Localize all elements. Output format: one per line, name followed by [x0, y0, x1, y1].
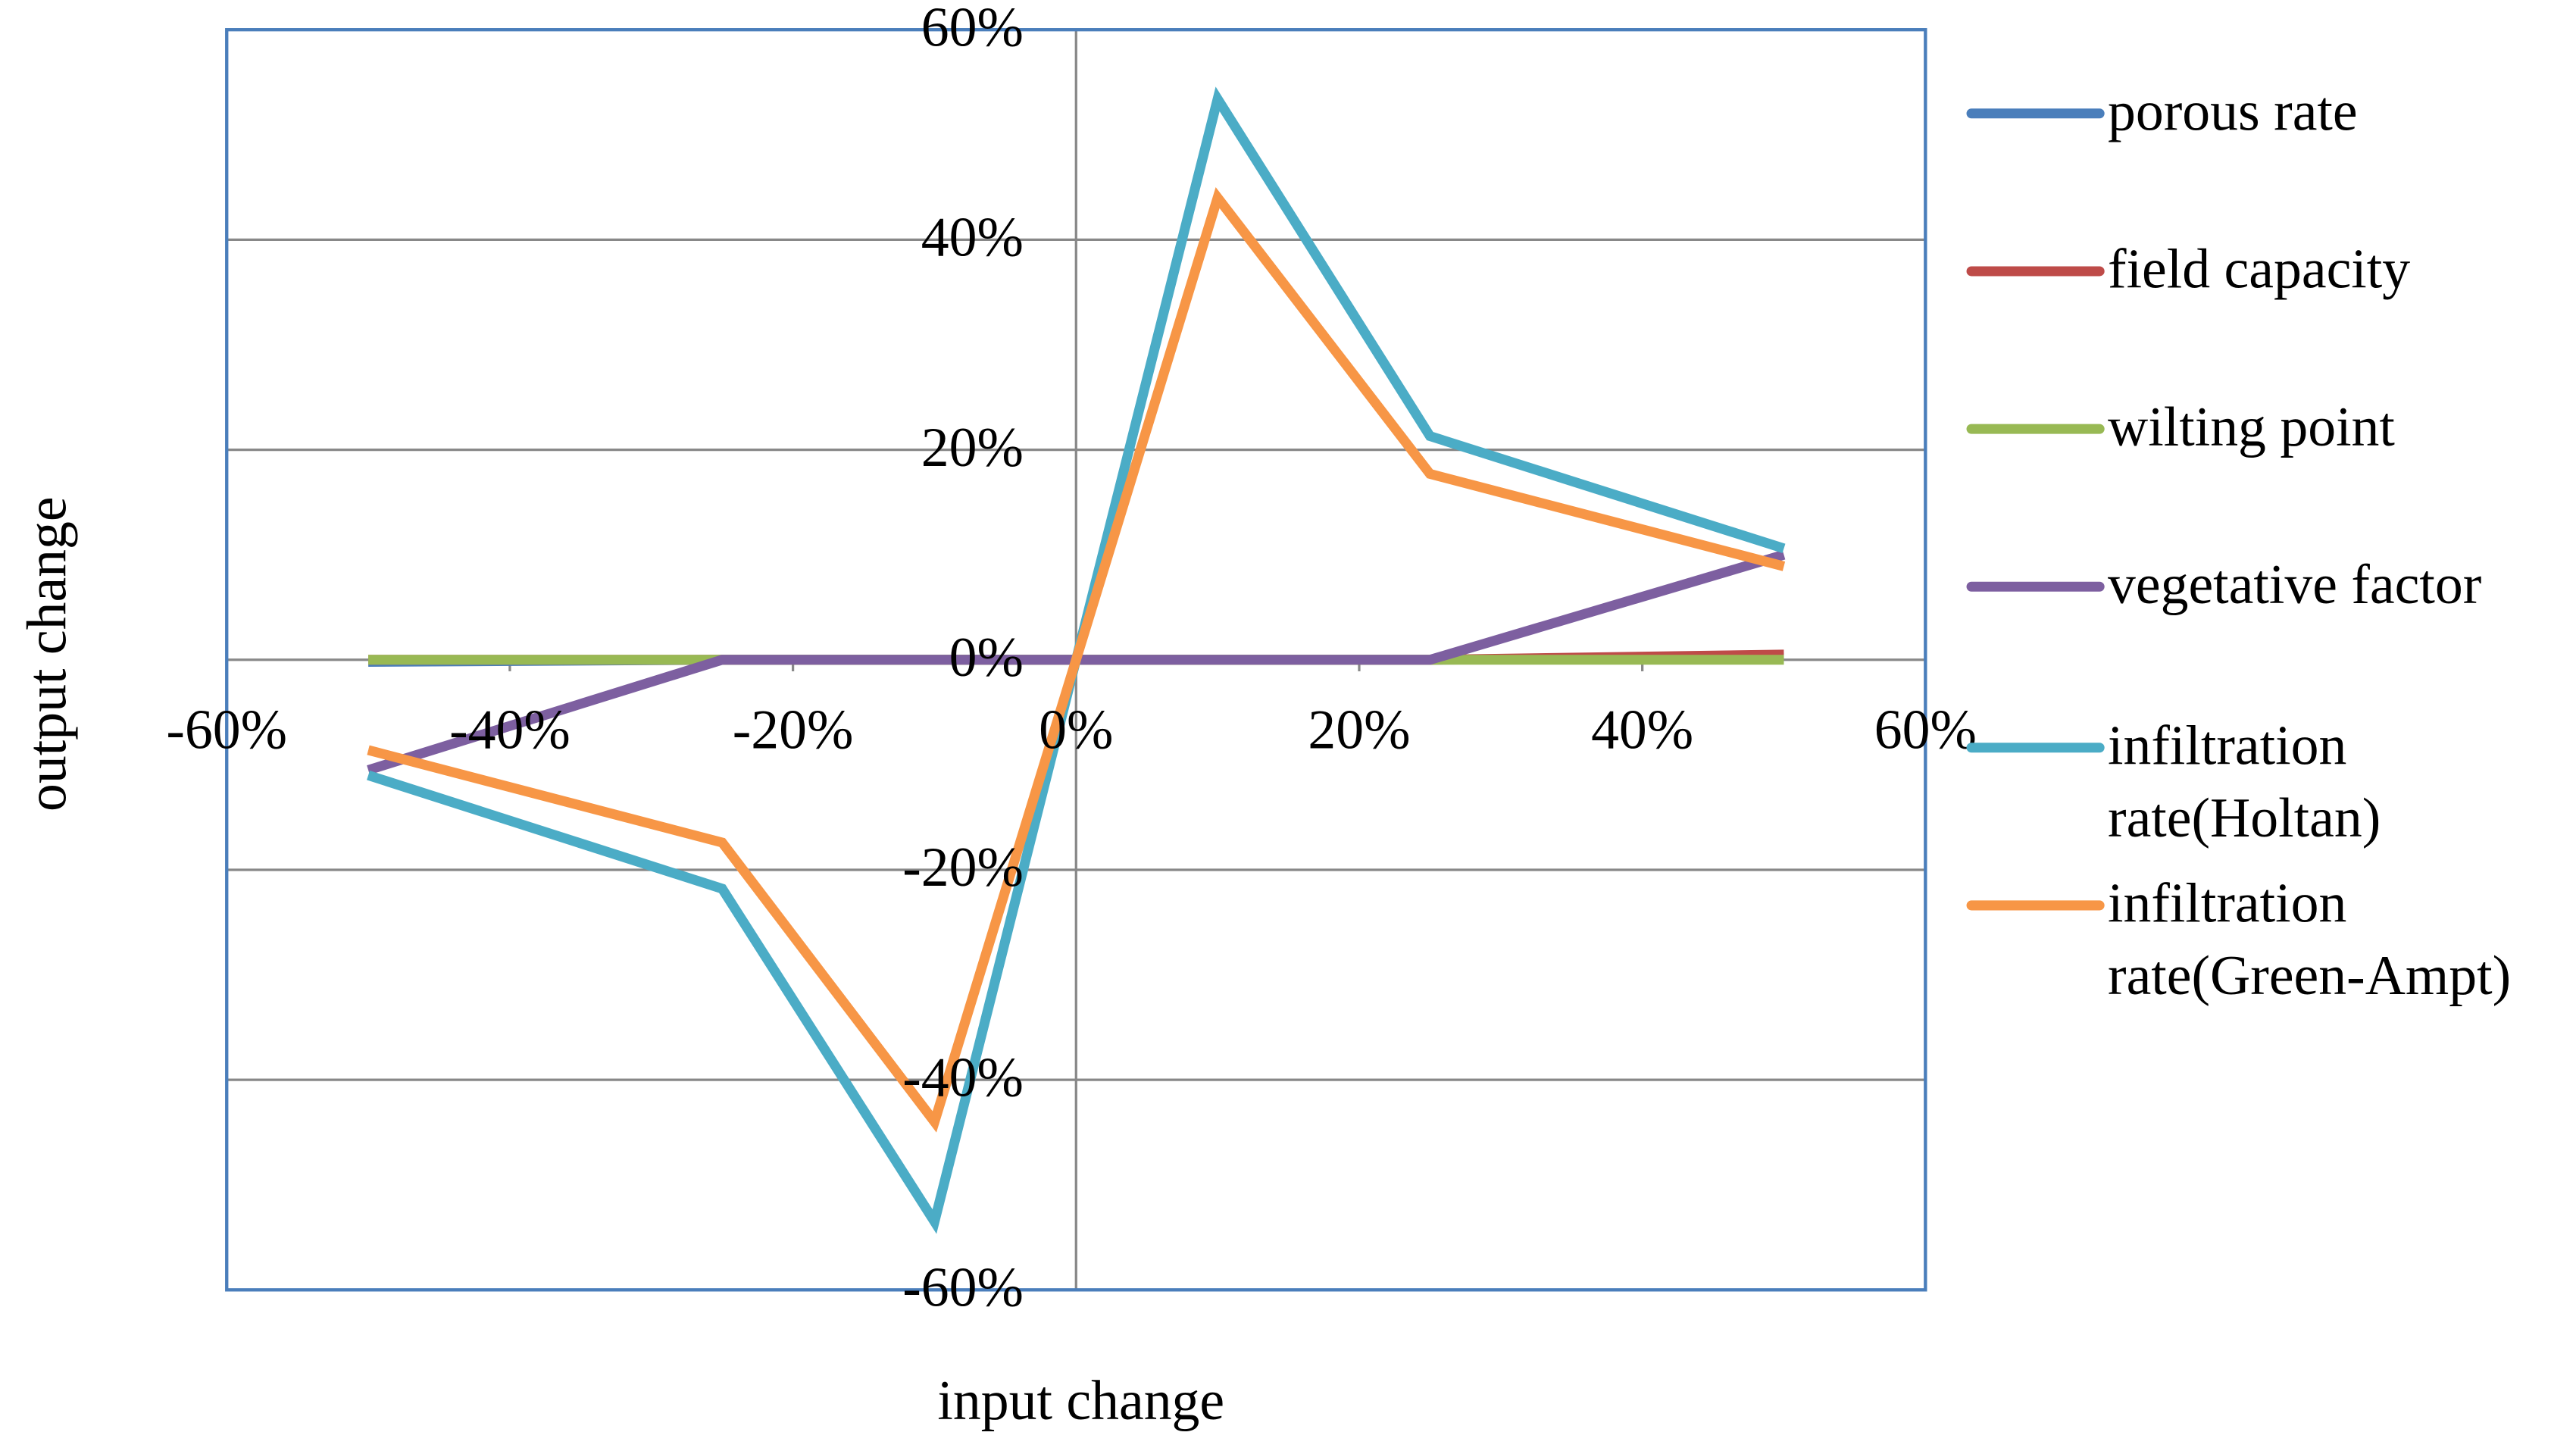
y-tick-label: 20% [921, 416, 1024, 478]
series-line [367, 186, 1786, 1133]
plot-lines [367, 86, 1786, 1234]
legend-item: wilting point [2108, 397, 2395, 459]
legend-item: infiltration rate(Green-Ampt) [2108, 874, 2512, 1008]
x-tick-label: 40% [1591, 698, 1693, 760]
x-tick-label: 0% [1039, 698, 1113, 760]
legend-item: vegetative factor [2108, 555, 2482, 617]
y-axis-label: output change [15, 496, 77, 811]
y-tick-label: 0% [949, 626, 1024, 688]
legend: porous rate field capacity wilting point ve… [1966, 82, 2512, 1008]
y-tick-label: -40% [902, 1046, 1024, 1108]
y-tick-label: 60% [921, 0, 1024, 58]
legend-item: infiltration rate(Holtan) [2108, 716, 2381, 850]
legend-label: field capacity [2108, 239, 2411, 301]
x-tick-label: -20% [733, 698, 854, 760]
y-tick-label: 40% [921, 206, 1024, 268]
legend-label: porous rate [2108, 82, 2358, 143]
legend-label: infiltration rate(Green-Ampt) [2108, 874, 2512, 1008]
legend-label: vegetative factor [2108, 555, 2482, 617]
legend-item: porous rate [2108, 82, 2358, 143]
legend-label: infiltration rate(Holtan) [2108, 716, 2381, 850]
y-tick-label: -60% [902, 1256, 1024, 1318]
x-axis-label: input change [937, 1369, 1224, 1431]
legend-label: wilting point [2108, 397, 2395, 459]
plot-border [225, 28, 1927, 1292]
y-tick-label: -20% [902, 836, 1024, 898]
x-tick-label: -40% [449, 698, 571, 760]
x-tick-label: 20% [1308, 698, 1410, 760]
x-tick-label: -60% [166, 698, 287, 760]
tick-labels: -60% -40% -20% 0% 20% 40% 60% -60% -40% -20% 0% 20%… [166, 0, 1977, 1318]
legend-item: field capacity [2108, 239, 2411, 301]
x-tick-label: 60% [1874, 698, 1977, 760]
